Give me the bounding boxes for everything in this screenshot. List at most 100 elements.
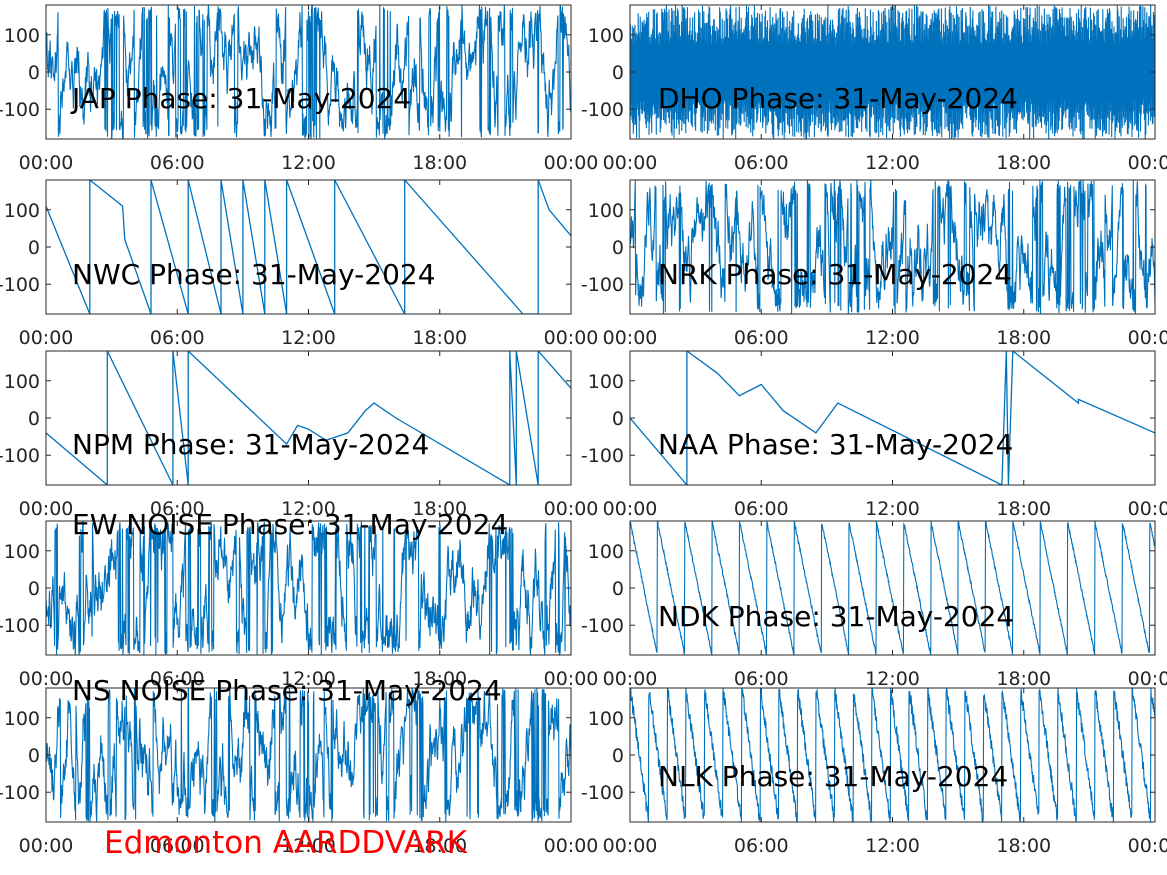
x-tick-label: 12:00	[865, 327, 920, 349]
subplot-title: EW NOISE Phase: 31-May-2024	[72, 508, 508, 541]
x-tick-label: 00:00	[1128, 327, 1167, 349]
x-tick-label: 06:00	[150, 152, 205, 174]
x-tick-label: 06:00	[734, 668, 789, 690]
subplot-1: 100 0 -100 00:00 06:00 12:00 18:00 00:00 JAP Pha…	[0, 4, 599, 174]
x-tick-label: 12:00	[281, 498, 336, 520]
x-tick-label: 18:00	[412, 327, 467, 349]
phase-trace	[46, 521, 571, 655]
x-tick-label: 00:00	[1128, 498, 1167, 520]
x-tick-label: 06:00	[734, 498, 789, 520]
y-tick-label: 100	[588, 541, 624, 563]
y-tick-label: 0	[612, 578, 624, 600]
x-tick-label: 18:00	[996, 152, 1051, 174]
subplot-title: NDK Phase: 31-May-2024	[658, 600, 1014, 633]
y-tick-label: 0	[612, 62, 624, 84]
x-tick-label: 18:00	[412, 668, 467, 690]
x-tick-label: 12:00	[865, 498, 920, 520]
x-tick-label: 00:00	[544, 498, 599, 520]
x-tick-label: 00:00	[603, 498, 658, 520]
x-tick-label: 00:00	[1128, 152, 1167, 174]
subplot-title: DHO Phase: 31-May-2024	[658, 82, 1018, 115]
subplot-title: NPM Phase: 31-May-2024	[72, 428, 429, 461]
y-tick-label: 0	[612, 408, 624, 430]
x-tick-label: 12:00	[865, 835, 920, 857]
y-tick-label: 0	[612, 237, 624, 259]
x-tick-label: 00:00	[603, 835, 658, 857]
y-tick-label: 100	[4, 25, 40, 47]
subplot-4: 100 0 -100 00:00 06:00 12:00 18:00 00:00 NRK Pha…	[581, 179, 1167, 349]
x-tick-label: 00:00	[544, 668, 599, 690]
subplot-6: 100 0 -100 00:00 06:00 12:00 18:00 00:00 NAA Pha…	[581, 350, 1167, 520]
station-label: Edmonton AARDDVARK	[104, 825, 468, 861]
axes-frame	[45, 179, 572, 315]
y-tick-label: 0	[612, 745, 624, 767]
x-tick-label: 06:00	[150, 498, 205, 520]
axes-frame	[629, 350, 1156, 486]
phase-trace	[630, 180, 1155, 314]
y-tick-label: 100	[4, 200, 40, 222]
subplot-title: JAP Phase: 31-May-2024	[70, 82, 411, 115]
y-tick-label: 100	[588, 200, 624, 222]
subplot-7: 100 0 -100 00:00 06:00 12:00 18:00 00:00 EW NOIS…	[0, 508, 598, 690]
x-tick-label: 18:00	[996, 327, 1051, 349]
x-tick-label: 18:00	[996, 668, 1051, 690]
y-tick-label: -100	[581, 615, 624, 637]
x-tick-label: 00:00	[603, 668, 658, 690]
x-tick-label: 18:00	[412, 152, 467, 174]
axes-frame	[629, 520, 1156, 656]
subplot-5: 100 0 -100 00:00 06:00 12:00 18:00 00:00 NPM Pha…	[0, 350, 599, 520]
x-tick-label: 12:00	[281, 152, 336, 174]
x-tick-label: 18:00	[412, 498, 467, 520]
y-tick-label: 0	[28, 745, 40, 767]
x-tick-label: 00:00	[544, 327, 599, 349]
y-tick-label: -100	[0, 782, 40, 804]
x-tick-label: 06:00	[150, 835, 205, 857]
x-tick-label: 18:00	[996, 498, 1051, 520]
y-tick-label: 0	[28, 237, 40, 259]
x-tick-label: 00:00	[19, 668, 74, 690]
y-tick-label: -100	[581, 99, 624, 121]
y-tick-label: -100	[0, 445, 40, 467]
phase-trace	[46, 351, 571, 485]
x-tick-label: 00:00	[544, 152, 599, 174]
y-tick-label: -100	[0, 615, 40, 637]
x-tick-label: 12:00	[281, 668, 336, 690]
x-tick-label: 06:00	[150, 668, 205, 690]
phase-trace	[630, 521, 1155, 655]
phase-trace	[46, 688, 571, 822]
subplot-title: NLK Phase: 31-May-2024	[658, 760, 1008, 793]
phase-trace	[46, 180, 571, 314]
y-tick-label: 100	[588, 371, 624, 393]
subplot-10: 100 0 -100 00:00 06:00 12:00 18:00 00:00 NLK Pha…	[581, 687, 1167, 857]
subplot-2: 100 0 -100 00:00 06:00 12:00 18:00 00:00 DHO Pha…	[581, 4, 1167, 174]
y-tick-label: -100	[581, 445, 624, 467]
y-tick-label: 100	[588, 25, 624, 47]
x-tick-label: 00:00	[1128, 835, 1167, 857]
x-tick-label: 06:00	[734, 835, 789, 857]
phase-trace	[630, 688, 1155, 822]
x-tick-label: 12:00	[281, 835, 336, 857]
subplot-title: NWC Phase: 31-May-2024	[72, 258, 436, 291]
x-tick-label: 00:00	[19, 152, 74, 174]
y-tick-label: 100	[4, 541, 40, 563]
subplot-9: 100 0 -100 00:00 06:00 12:00 18:00 00:00 NS NOIS…	[0, 674, 598, 857]
x-tick-label: 12:00	[865, 668, 920, 690]
subplot-title: NS NOISE Phase: 31-May-2024	[72, 674, 502, 707]
y-tick-label: 100	[4, 371, 40, 393]
x-tick-label: 00:00	[603, 327, 658, 349]
y-tick-label: -100	[0, 99, 40, 121]
phase-trace	[630, 5, 1155, 139]
y-tick-label: 0	[28, 62, 40, 84]
subplot-title: NRK Phase: 31-May-2024	[658, 258, 1012, 291]
subplot-8: 100 0 -100 00:00 06:00 12:00 18:00 00:00 NDK Pha…	[581, 520, 1167, 690]
x-tick-label: 00:00	[544, 835, 599, 857]
subplot-3: 100 0 -100 00:00 06:00 12:00 18:00 00:00 NWC Pha…	[0, 179, 599, 349]
x-tick-label: 00:00	[19, 835, 74, 857]
y-tick-label: 0	[28, 578, 40, 600]
subplot-title: NAA Phase: 31-May-2024	[658, 428, 1013, 461]
x-tick-label: 12:00	[281, 327, 336, 349]
x-tick-label: 00:00	[603, 152, 658, 174]
phase-trace	[46, 5, 571, 139]
x-tick-label: 12:00	[865, 152, 920, 174]
